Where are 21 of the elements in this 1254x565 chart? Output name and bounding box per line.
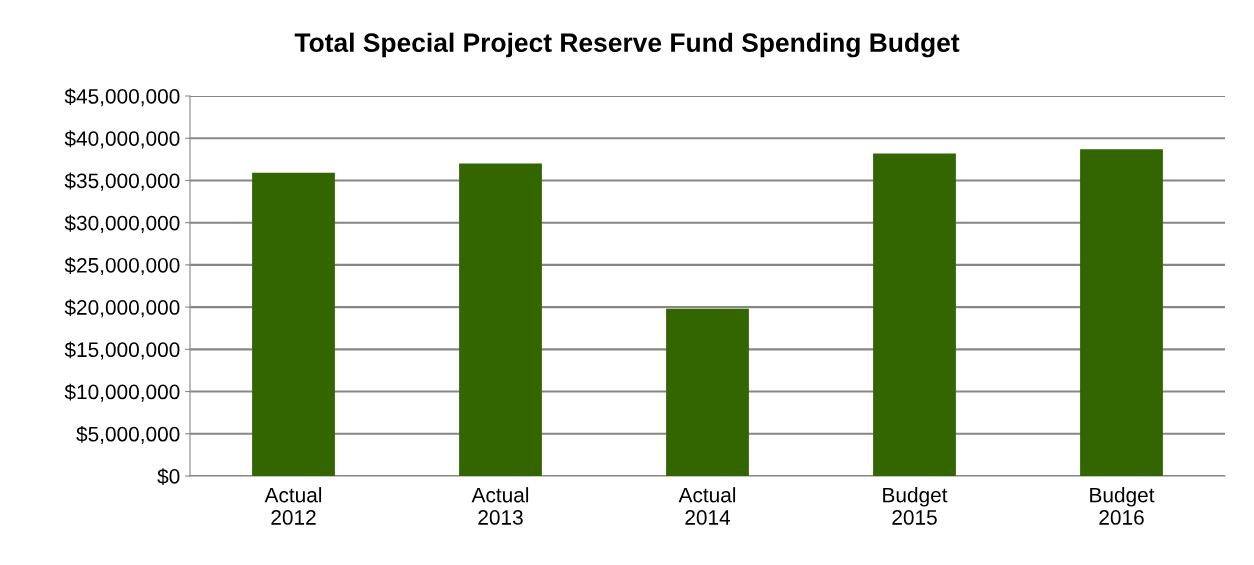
y-tick-label: $45,000,000	[64, 88, 180, 107]
x-tick-label: Budget 2015	[883, 487, 948, 525]
bar	[252, 172, 335, 476]
x-tick-label: Budget 2016	[1090, 487, 1155, 525]
y-tick-label: $20,000,000	[64, 299, 180, 318]
x-tick-label: Actual 2014	[678, 487, 736, 525]
y-tick-label: $25,000,000	[64, 257, 180, 276]
bar	[1080, 149, 1163, 476]
y-tick-label: $35,000,000	[64, 172, 180, 191]
x-tick-label: Actual 2012	[264, 487, 322, 525]
bar	[459, 163, 542, 476]
x-tick-label: Actual 2013	[471, 487, 529, 525]
y-tick-label: $15,000,000	[64, 341, 180, 360]
y-tick-label: $0	[157, 468, 180, 485]
bar	[873, 153, 956, 476]
y-tick-label: $40,000,000	[64, 130, 180, 149]
y-tick-label: $30,000,000	[64, 214, 180, 233]
bar	[666, 308, 749, 476]
y-tick-label: $5,000,000	[76, 425, 180, 444]
y-tick-label: $10,000,000	[64, 383, 180, 402]
chart-title: Total Special Project Reserve Fund Spending Budget	[294, 32, 960, 58]
